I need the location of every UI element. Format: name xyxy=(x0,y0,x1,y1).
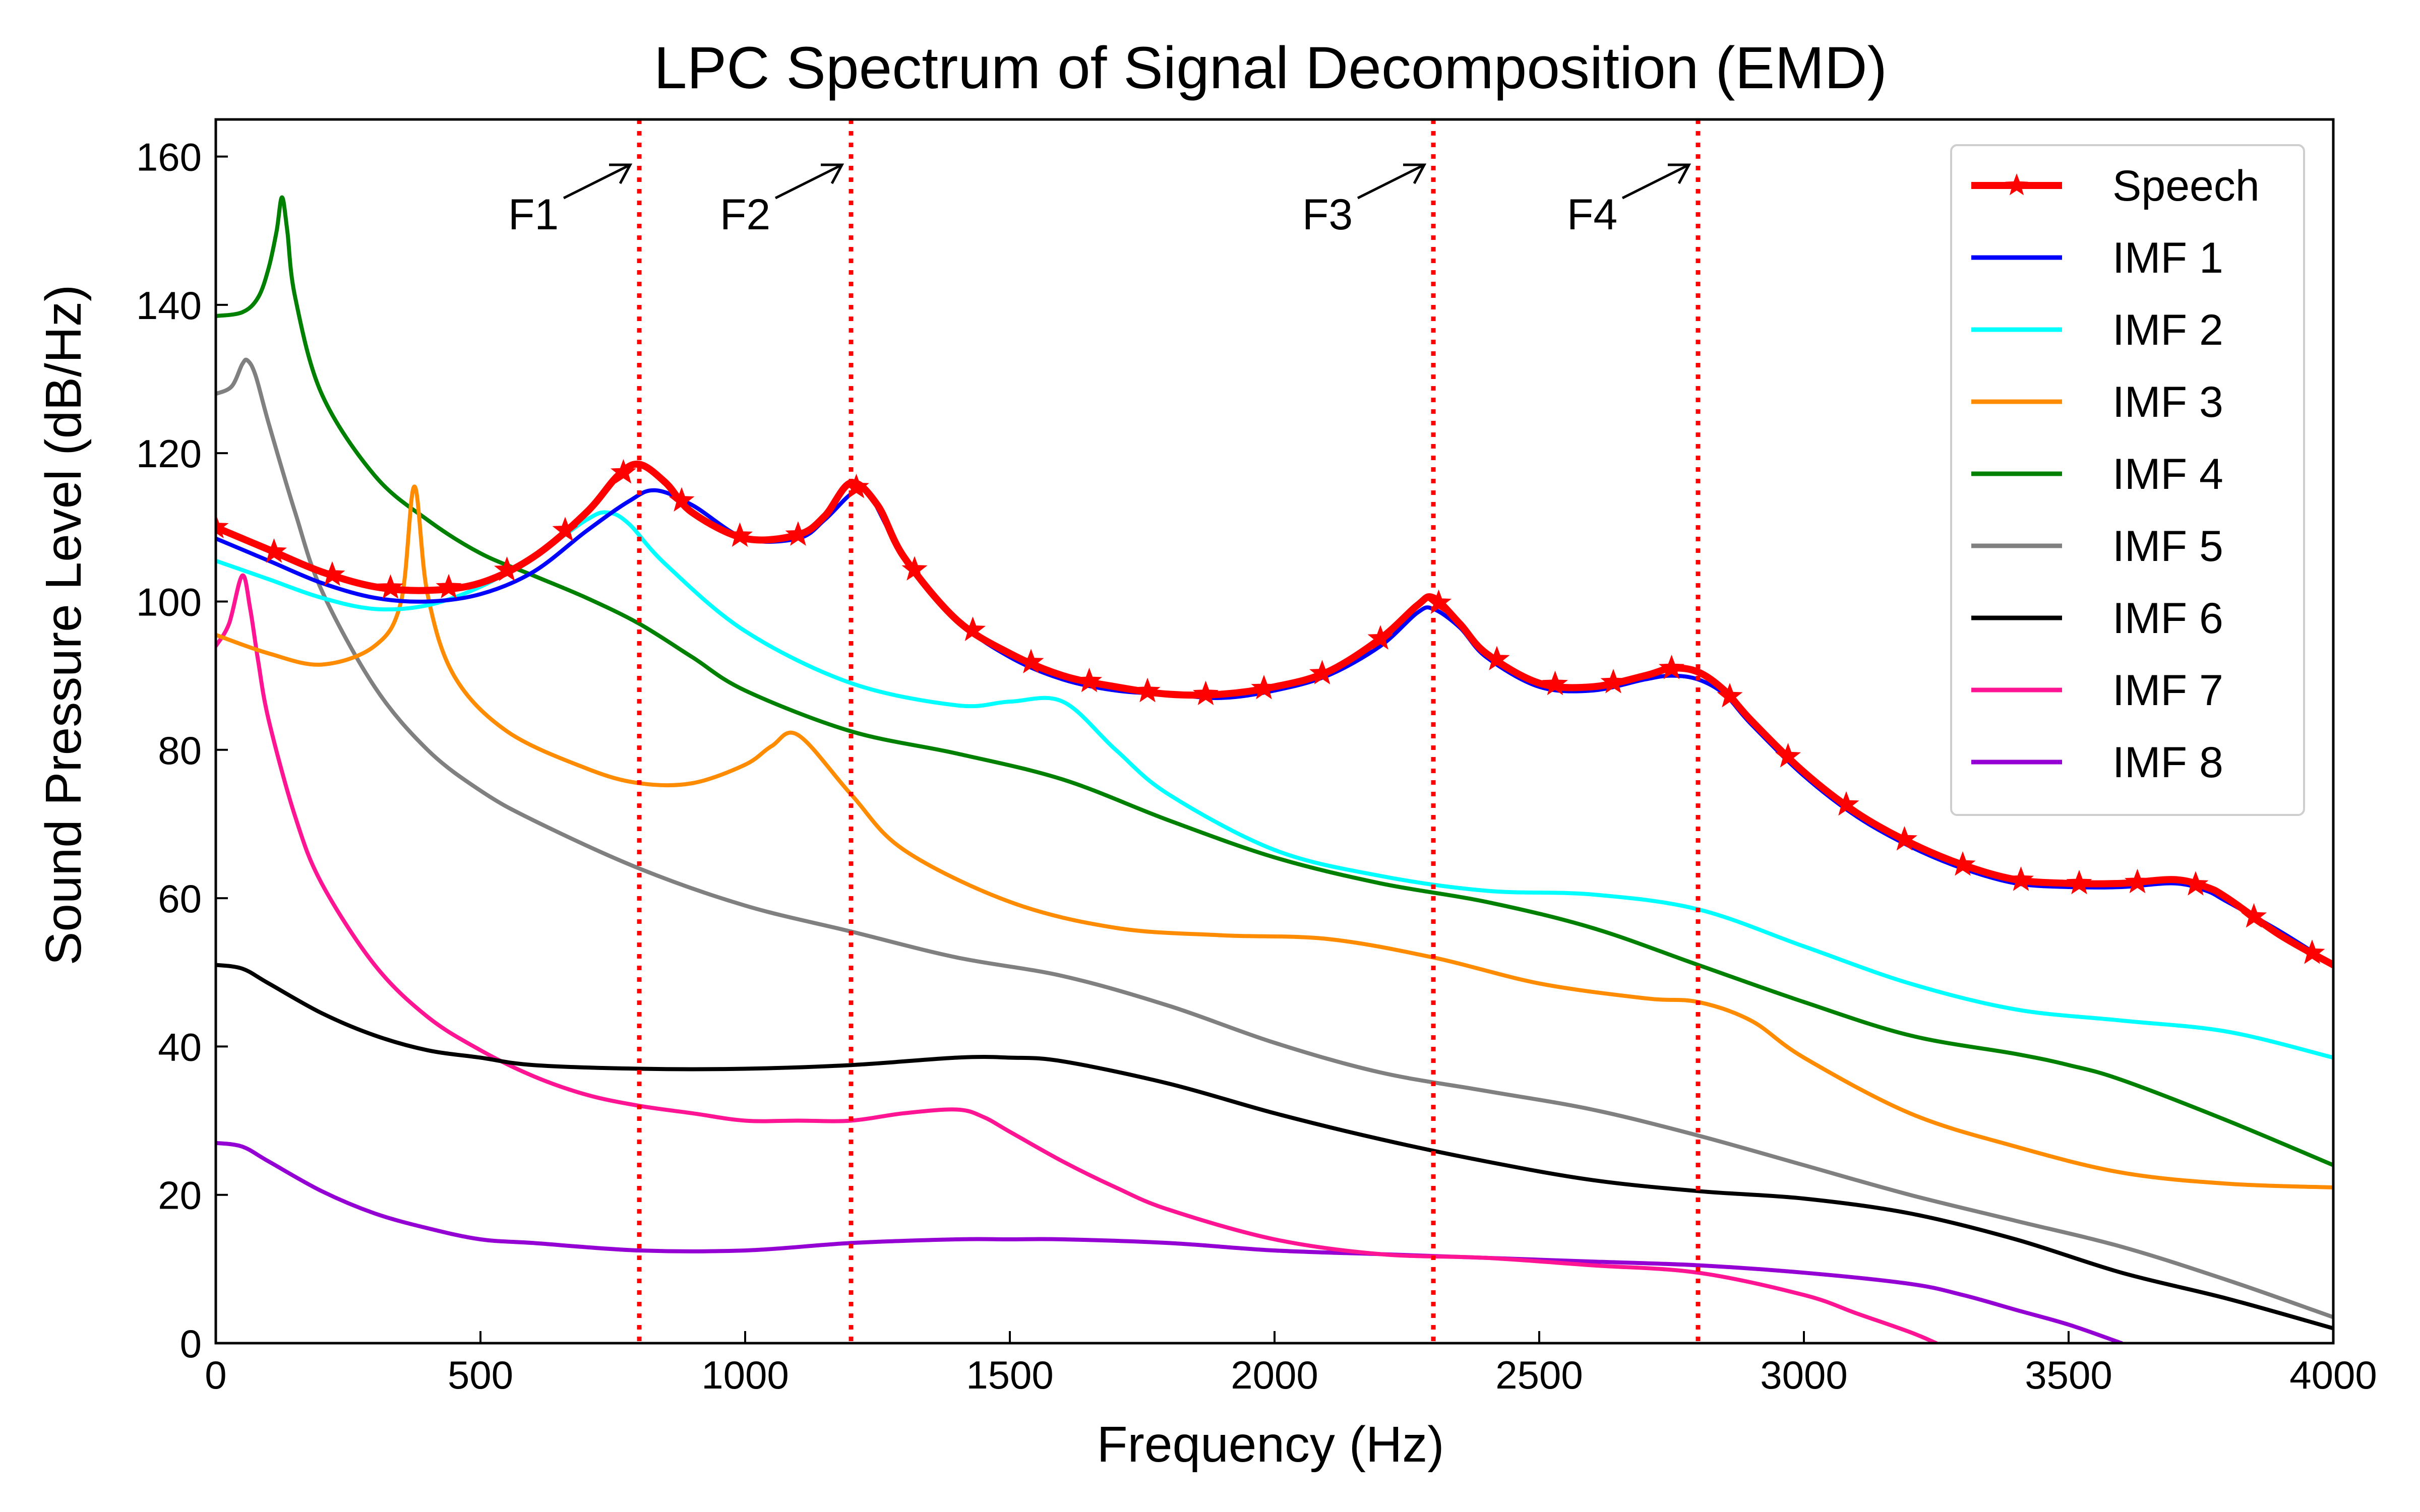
speech-marker-18 xyxy=(1251,674,1277,700)
legend-label-imf-2: IMF 2 xyxy=(2112,306,2223,354)
speech-marker-5 xyxy=(494,556,520,581)
speech-marker-17 xyxy=(1192,680,1219,706)
formant-label-f1: F1 xyxy=(508,191,559,239)
y-axis-title: Sound Pressure Level (dB/Hz) xyxy=(35,285,92,966)
speech-marker-4 xyxy=(436,574,462,599)
speech-marker-1 xyxy=(261,538,287,563)
speech-marker-30 xyxy=(1950,851,1976,876)
legend-label-imf-8: IMF 8 xyxy=(2112,738,2223,787)
series-line-imf-3 xyxy=(216,484,2333,1189)
x-tick-label: 2500 xyxy=(1495,1353,1583,1397)
speech-marker-10 xyxy=(785,521,811,546)
speech-marker-8 xyxy=(669,487,695,512)
x-tick-label: 1500 xyxy=(966,1353,1054,1397)
speech-marker-34 xyxy=(2183,871,2209,896)
series-line-imf-5 xyxy=(216,357,2333,1319)
legend-label-imf-3: IMF 3 xyxy=(2112,378,2223,426)
formant-arrow-head-f3 xyxy=(1403,163,1427,184)
speech-marker-23 xyxy=(1542,670,1568,696)
speech-marker-27 xyxy=(1775,743,1801,768)
speech-marker-25 xyxy=(1658,655,1685,679)
y-tick-label: 20 xyxy=(158,1173,202,1218)
legend-box xyxy=(1950,144,2305,816)
x-tick-label: 4000 xyxy=(2289,1353,2377,1397)
x-tick-label: 1000 xyxy=(701,1353,789,1397)
x-tick-label: 3500 xyxy=(2025,1353,2112,1397)
formant-arrow-shaft-f3 xyxy=(1357,164,1424,200)
formant-label-f3: F3 xyxy=(1302,191,1353,239)
x-tick-label: 0 xyxy=(205,1353,226,1397)
y-tick-label: 140 xyxy=(136,283,202,328)
x-axis-title: Frequency (Hz) xyxy=(1097,1416,1444,1473)
legend-label-imf-1: IMF 1 xyxy=(2112,234,2223,282)
speech-marker-12 xyxy=(901,556,928,581)
formant-label-f2: F2 xyxy=(720,191,770,239)
speech-marker-19 xyxy=(1309,660,1336,684)
chart-title: LPC Spectrum of Signal Decomposition (EM… xyxy=(654,35,1887,101)
legend-marker-speech xyxy=(2005,173,2028,196)
series-line-imf-7 xyxy=(216,573,1939,1343)
speech-marker-20 xyxy=(1367,625,1394,650)
formant-arrow-head-f1 xyxy=(609,163,633,184)
speech-marker-36 xyxy=(2299,939,2325,964)
speech-marker-9 xyxy=(727,522,753,547)
formant-arrow-shaft-f1 xyxy=(563,164,630,200)
speech-marker-32 xyxy=(2066,869,2092,895)
series-line-imf-4 xyxy=(216,195,2333,1167)
formant-arrow-shaft-f2 xyxy=(774,164,842,200)
speech-marker-29 xyxy=(1891,826,1918,851)
speech-marker-11 xyxy=(843,474,870,498)
x-tick-label: 500 xyxy=(448,1353,513,1397)
plot-layer: F1 F2 F3 F40 500 1000 1500 2000 2500 3000 3500 4000… xyxy=(136,118,2377,1397)
speech-marker-0 xyxy=(216,514,229,539)
series-group xyxy=(216,195,2333,1343)
speech-marker-6 xyxy=(552,517,578,541)
speech-marker-14 xyxy=(1018,649,1044,673)
formant-label-f4: F4 xyxy=(1567,191,1617,239)
speech-marker-35 xyxy=(2241,903,2267,928)
series-line-imf-8 xyxy=(216,1141,2124,1343)
series-line-imf-6 xyxy=(216,963,2333,1331)
y-tick-label: 40 xyxy=(158,1025,202,1069)
speech-marker-2 xyxy=(319,561,345,586)
formant-arrow-shaft-f4 xyxy=(1621,164,1689,200)
speech-marker-26 xyxy=(1717,682,1743,708)
speech-marker-22 xyxy=(1484,646,1510,671)
legend-label-imf-5: IMF 5 xyxy=(2112,522,2223,571)
speech-marker-33 xyxy=(2124,868,2151,894)
speech-marker-16 xyxy=(1134,677,1161,703)
speech-marker-3 xyxy=(377,574,404,599)
y-tick-label: 160 xyxy=(136,135,202,179)
speech-marker-15 xyxy=(1076,667,1103,692)
y-tick-label: 80 xyxy=(158,728,202,773)
y-tick-label: 0 xyxy=(180,1321,202,1366)
formant-arrow-head-f2 xyxy=(821,163,844,184)
speech-marker-7 xyxy=(610,459,637,484)
legend-label-imf-4: IMF 4 xyxy=(2112,450,2223,498)
speech-marker-13 xyxy=(959,616,986,641)
speech-marker-28 xyxy=(1833,791,1859,816)
x-tick-label: 2000 xyxy=(1231,1353,1318,1397)
legend-label-imf-6: IMF 6 xyxy=(2112,594,2223,643)
speech-marker-21 xyxy=(1425,589,1452,614)
speech-marker-24 xyxy=(1600,669,1626,694)
x-tick-label: 3000 xyxy=(1760,1353,1848,1397)
formant-arrow-head-f4 xyxy=(1668,163,1691,184)
y-tick-label: 100 xyxy=(136,580,202,624)
y-tick-label: 120 xyxy=(136,431,202,476)
legend-label-speech: Speech xyxy=(2112,162,2260,210)
speech-marker-31 xyxy=(2008,866,2034,891)
legend-label-imf-7: IMF 7 xyxy=(2112,666,2223,715)
y-tick-label: 60 xyxy=(158,876,202,921)
